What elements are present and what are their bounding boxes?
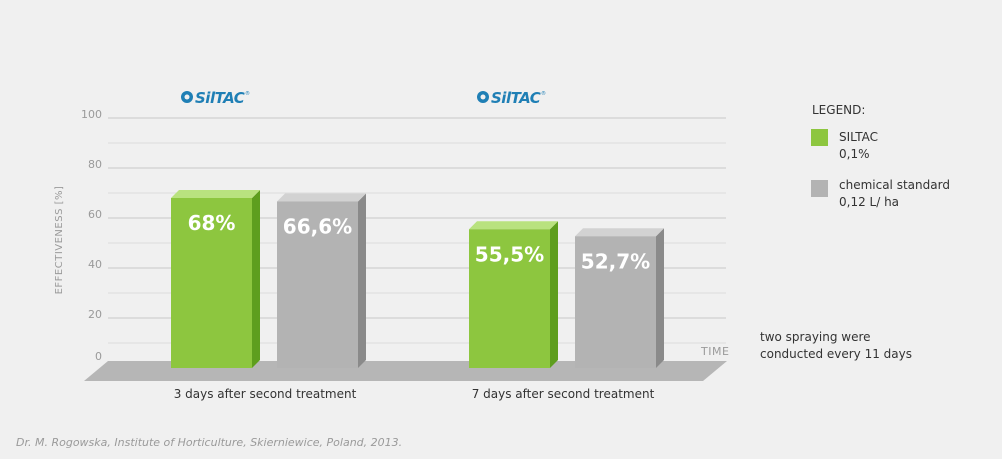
- bar-top: [171, 190, 260, 198]
- bar-side: [358, 193, 366, 368]
- note-line-2: conducted every 11 days: [760, 347, 912, 361]
- y-tick-label: 100: [81, 108, 102, 121]
- siltac-logo-2: SilTAC ®: [477, 89, 546, 107]
- bar-side: [656, 228, 664, 368]
- y-tick-label: 20: [88, 308, 102, 321]
- x-axis-label: TIME: [700, 345, 729, 358]
- bar-top: [575, 228, 664, 237]
- logo-text: SilTAC: [195, 89, 245, 107]
- bar-front: [575, 236, 656, 368]
- logo-mark-inner: [480, 94, 486, 100]
- y-tick-label: 0: [95, 350, 102, 363]
- y-tick-label: 80: [88, 158, 102, 171]
- source-citation: Dr. M. Rogowska, Institute of Horticultu…: [16, 436, 402, 449]
- logo-mark-inner: [184, 94, 190, 100]
- bar-top: [469, 221, 558, 230]
- bar-siltac-1: 68%: [171, 190, 260, 368]
- legend: LEGEND: SILTAC 0,1% chemical standard 0,…: [811, 103, 950, 209]
- bars: 68% 55,5% 66,6% 52,7%: [171, 190, 664, 368]
- category-label-2: 7 days after second treatment: [472, 387, 655, 401]
- bar-front: [171, 198, 252, 368]
- y-tick-label: 60: [88, 208, 102, 221]
- logo-registered: ®: [245, 90, 250, 97]
- bar-chemical-2: 52,7%: [575, 228, 664, 368]
- brand-logos: SilTAC ® SilTAC ®: [181, 89, 546, 107]
- legend-label-siltac-dose: 0,1%: [839, 147, 870, 161]
- bar-chemical-1: 66,6%: [277, 193, 366, 368]
- bar-side: [252, 190, 260, 368]
- note-line-1: two spraying were: [760, 330, 871, 344]
- y-axis: 0 20 40 60 80 100: [81, 108, 102, 363]
- bar-value-label: 68%: [188, 211, 236, 235]
- legend-title: LEGEND:: [812, 103, 865, 117]
- legend-label-chemical-dose: 0,12 L/ ha: [839, 195, 899, 209]
- category-label-1: 3 days after second treatment: [174, 387, 357, 401]
- bar-value-label: 52,7%: [581, 249, 650, 273]
- siltac-logo-1: SilTAC ®: [181, 89, 250, 107]
- logo-registered: ®: [541, 90, 546, 97]
- y-axis-label: EFFECTIVENESS [%]: [54, 186, 65, 295]
- y-tick-label: 40: [88, 258, 102, 271]
- logo-text: SilTAC: [491, 89, 541, 107]
- legend-swatch-chemical: [811, 180, 828, 197]
- legend-label-siltac: SILTAC: [839, 130, 878, 144]
- bar-front: [277, 201, 358, 368]
- legend-label-chemical: chemical standard: [839, 178, 950, 192]
- note: two spraying were conducted every 11 day…: [760, 330, 912, 361]
- bar-side: [550, 221, 558, 368]
- bar-value-label: 66,6%: [283, 215, 352, 239]
- bar-siltac-2: 55,5%: [469, 221, 558, 368]
- bar-top: [277, 193, 366, 202]
- legend-swatch-siltac: [811, 129, 828, 146]
- bar-front: [469, 229, 550, 368]
- bar-value-label: 55,5%: [475, 242, 544, 266]
